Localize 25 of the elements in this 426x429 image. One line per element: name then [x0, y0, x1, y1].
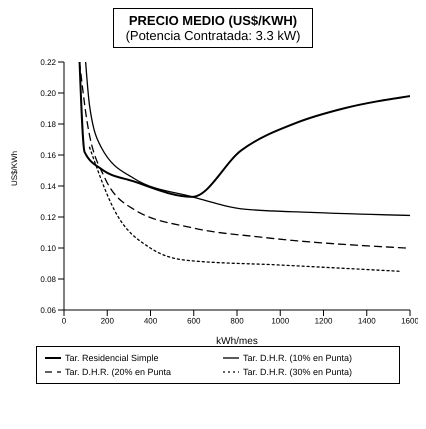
- y-tick-label: 0.10: [40, 244, 57, 253]
- x-axis-title: kWh/mes: [216, 336, 258, 347]
- y-tick-label: 0.16: [40, 150, 57, 160]
- x-tick-label: 1000: [271, 316, 290, 326]
- y-tick-label: 0.06: [40, 306, 57, 315]
- x-tick-label: 400: [144, 316, 158, 326]
- y-axis-title: US$/KWh: [10, 150, 19, 186]
- y-tick-label: 0.12: [40, 212, 57, 222]
- y-tick-label: 0.08: [40, 274, 57, 284]
- x-tick-label: 600: [187, 316, 201, 326]
- chart-title: PRECIO MEDIO (US$/KWH): [128, 13, 298, 28]
- legend-label: Tar. D.H.R. (30% en Punta): [243, 367, 352, 377]
- legend-label: Tar. D.H.R. (20% en Punta: [65, 367, 172, 377]
- y-tick-label: 0.18: [40, 120, 57, 129]
- y-tick-label: 0.20: [40, 88, 57, 98]
- x-tick-label: 200: [100, 316, 114, 326]
- y-tick-label: 0.22: [40, 58, 57, 67]
- legend-label: Tar. D.H.R. (10% en Punta): [243, 353, 352, 363]
- x-tick-label: 800: [230, 316, 244, 326]
- y-tick-label: 0.14: [40, 182, 57, 191]
- chart-subtitle: (Potencia Contratada: 3.3 kW): [124, 28, 302, 43]
- legend-label: Tar. Residencial Simple: [65, 353, 159, 363]
- x-tick-label: 1200: [314, 316, 333, 326]
- x-tick-label: 0: [62, 316, 67, 326]
- x-tick-label: 1400: [358, 316, 376, 326]
